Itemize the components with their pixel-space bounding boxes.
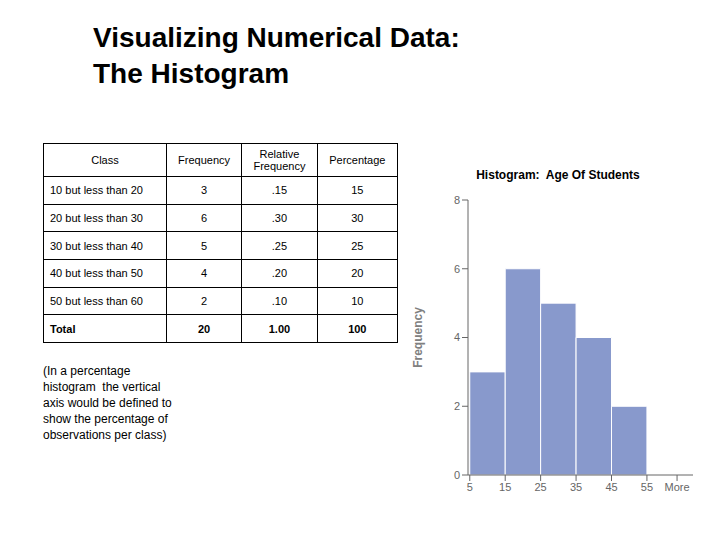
html-text:3: 3 — [201, 184, 208, 197]
html-text:6: 6 — [201, 212, 208, 224]
html-text:.20: .20 — [271, 267, 288, 280]
svg-text:15: 15 — [499, 481, 511, 493]
html-text:Total: Total — [50, 322, 76, 335]
html-text:15: 15 — [351, 184, 364, 197]
svg-text:0: 0 — [454, 469, 460, 481]
svg-text:4: 4 — [454, 331, 460, 343]
html-text:Histogram: Age Of Students: Histogram: Age Of Students — [476, 168, 640, 182]
html-text:25: 25 — [351, 239, 364, 252]
html-text:5: 5 — [201, 239, 208, 252]
html-text:Class: Class — [91, 154, 119, 166]
html-text:20 but less than 30: 20 but less than 30 — [50, 212, 143, 224]
svg-text:6: 6 — [454, 263, 460, 275]
svg-text:Frequency: Frequency — [411, 307, 425, 368]
html-text:4: 4 — [201, 267, 208, 280]
html-text:.30: .30 — [271, 212, 288, 224]
html-text:Visualizing Numerical Data: Th: Visualizing Numerical Data: The Histogra… — [93, 22, 460, 89]
svg-text:35: 35 — [570, 481, 582, 493]
html-text:30 but less than 40: 30 but less than 40 — [50, 239, 143, 252]
html-text:2: 2 — [201, 295, 208, 307]
html-text:10 but less than 20: 10 but less than 20 — [50, 184, 143, 197]
html-text:.25: .25 — [271, 239, 288, 252]
svg-text:55: 55 — [641, 481, 653, 493]
svg-text:5: 5 — [467, 481, 473, 493]
html-text:(In a percentage histogram the: (In a percentage histogram the vertical … — [43, 364, 172, 442]
html-text:10: 10 — [351, 295, 364, 307]
html-text:1.00: 1.00 — [268, 322, 291, 335]
html-text:50 but less than 60: 50 but less than 60 — [50, 295, 143, 307]
html-text:40 but less than 50: 40 but less than 50 — [50, 267, 143, 280]
html-text:Relative Frequency: Relative Frequency — [253, 148, 306, 172]
svg-text:2: 2 — [454, 400, 460, 412]
svg-text:25: 25 — [535, 481, 547, 493]
html-text:.15: .15 — [271, 184, 288, 197]
html-text:.10: .10 — [271, 295, 288, 307]
svg-text:8: 8 — [454, 194, 460, 206]
html-text:Frequency: Frequency — [178, 154, 231, 166]
html-text:20: 20 — [198, 322, 211, 335]
svg-text:More: More — [665, 481, 690, 493]
html-text:100: 100 — [348, 322, 367, 335]
html-text:20: 20 — [351, 267, 364, 280]
svg-text:45: 45 — [605, 481, 617, 493]
html-text:30: 30 — [351, 212, 364, 224]
html-text:Percentage: Percentage — [329, 154, 386, 166]
